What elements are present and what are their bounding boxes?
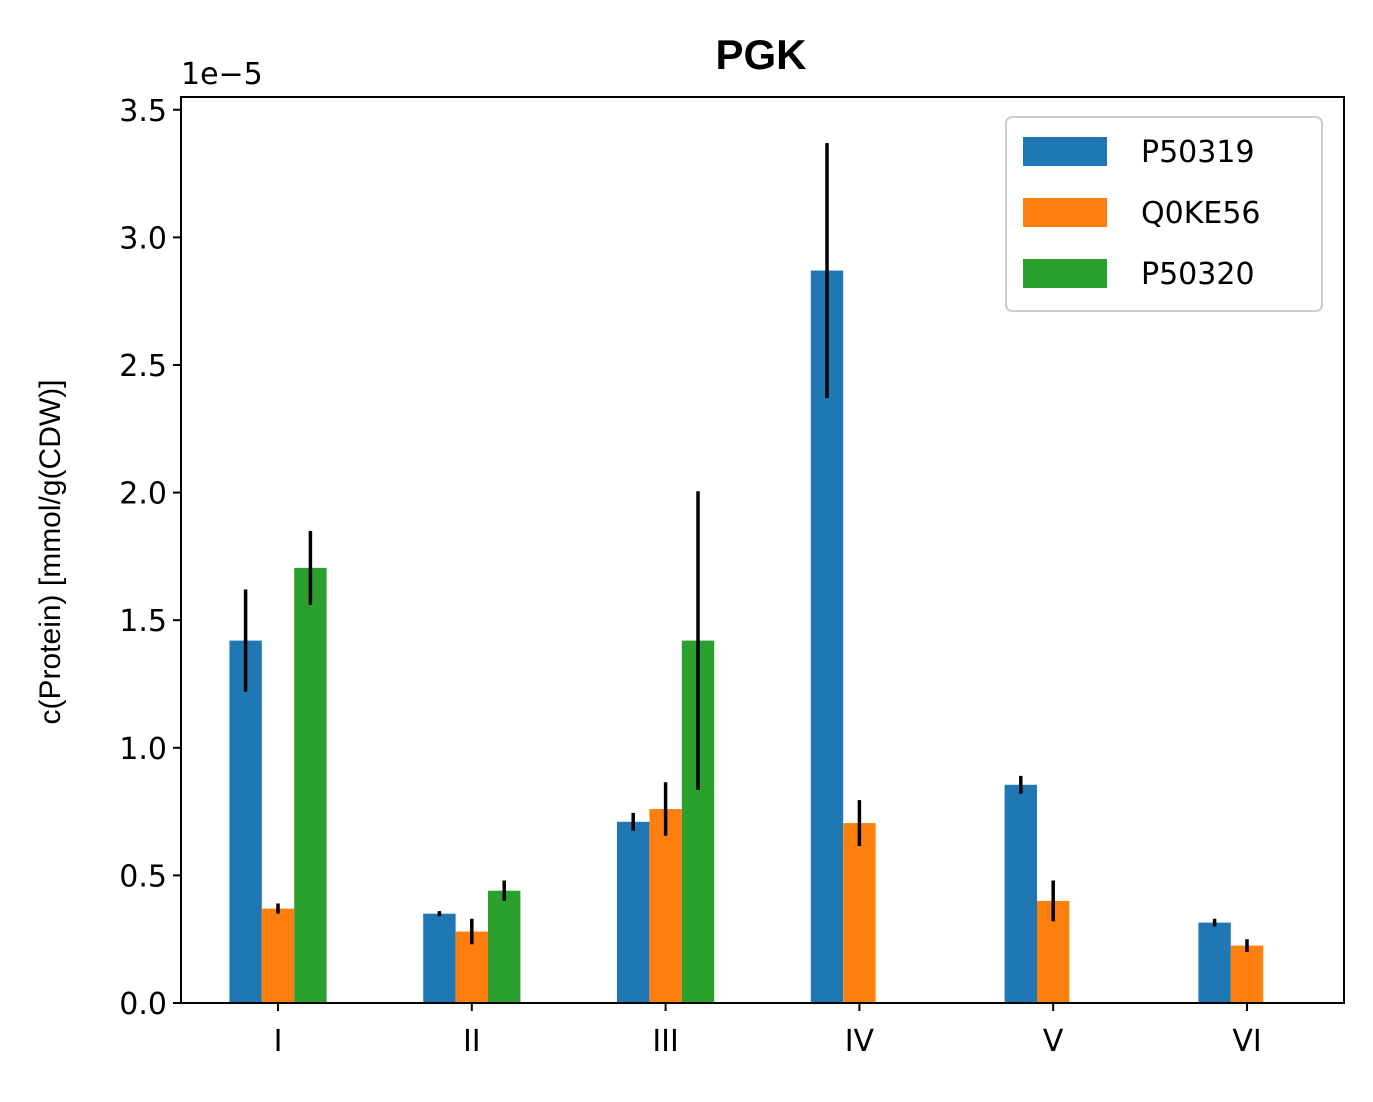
bar-P50319-II <box>423 913 456 1003</box>
bar-P50319-VI <box>1198 922 1231 1003</box>
bar-Q0KE56-IV <box>843 823 876 1003</box>
bars-layer <box>229 270 1264 1003</box>
chart-title: PGK <box>715 31 806 78</box>
y-tick-label: 1.5 <box>119 604 167 639</box>
x-axis-ticks: I II III IV V VI <box>274 1003 1262 1059</box>
x-tick-label: VI <box>1232 1024 1261 1059</box>
bar-Q0KE56-I <box>261 908 295 1003</box>
x-tick-label: III <box>652 1024 679 1059</box>
bar-P50319-III <box>617 821 650 1003</box>
bar-Q0KE56-III <box>649 809 682 1003</box>
x-tick-label: I <box>274 1024 283 1059</box>
y-tick-label: 2.5 <box>119 349 167 384</box>
x-tick-label: V <box>1043 1024 1064 1059</box>
legend-label-P50320: P50320 <box>1141 257 1255 292</box>
bar-P50319-V <box>1004 784 1037 1003</box>
bar-Q0KE56-VI <box>1230 945 1264 1003</box>
x-tick-label: IV <box>845 1024 875 1059</box>
legend-swatch-P50320 <box>1023 259 1107 288</box>
y-tick-label: 3.0 <box>119 221 167 256</box>
x-tick-label: II <box>463 1024 481 1059</box>
y-tick-label: 0.5 <box>119 859 167 894</box>
legend-label-P50319: P50319 <box>1141 135 1255 170</box>
y-axis-scale-label: 1e−5 <box>181 57 263 92</box>
errorbars-layer <box>243 142 1249 952</box>
y-axis-label: c(Protein) [mmol/g(CDW)] <box>34 379 67 724</box>
legend-entries: P50319 Q0KE56 P50320 <box>1023 135 1261 292</box>
y-tick-label: 1.0 <box>119 732 167 767</box>
y-tick-label: 3.5 <box>119 94 167 129</box>
y-tick-label: 0.0 <box>119 987 167 1022</box>
legend-swatch-P50319 <box>1023 137 1107 166</box>
legend-label-Q0KE56: Q0KE56 <box>1141 196 1261 231</box>
y-tick-label: 2.0 <box>119 477 167 512</box>
bar-P50319-I <box>229 640 262 1003</box>
legend: P50319 Q0KE56 P50320 <box>1005 116 1323 312</box>
bar-P50320-I <box>294 567 327 1003</box>
bar-P50320-II <box>488 890 521 1003</box>
legend-swatch-Q0KE56 <box>1023 198 1107 227</box>
y-axis-ticks: 0.0 0.5 1.0 1.5 2.0 2.5 3.0 3.5 <box>119 94 181 1022</box>
plot-frame <box>180 96 1345 1004</box>
